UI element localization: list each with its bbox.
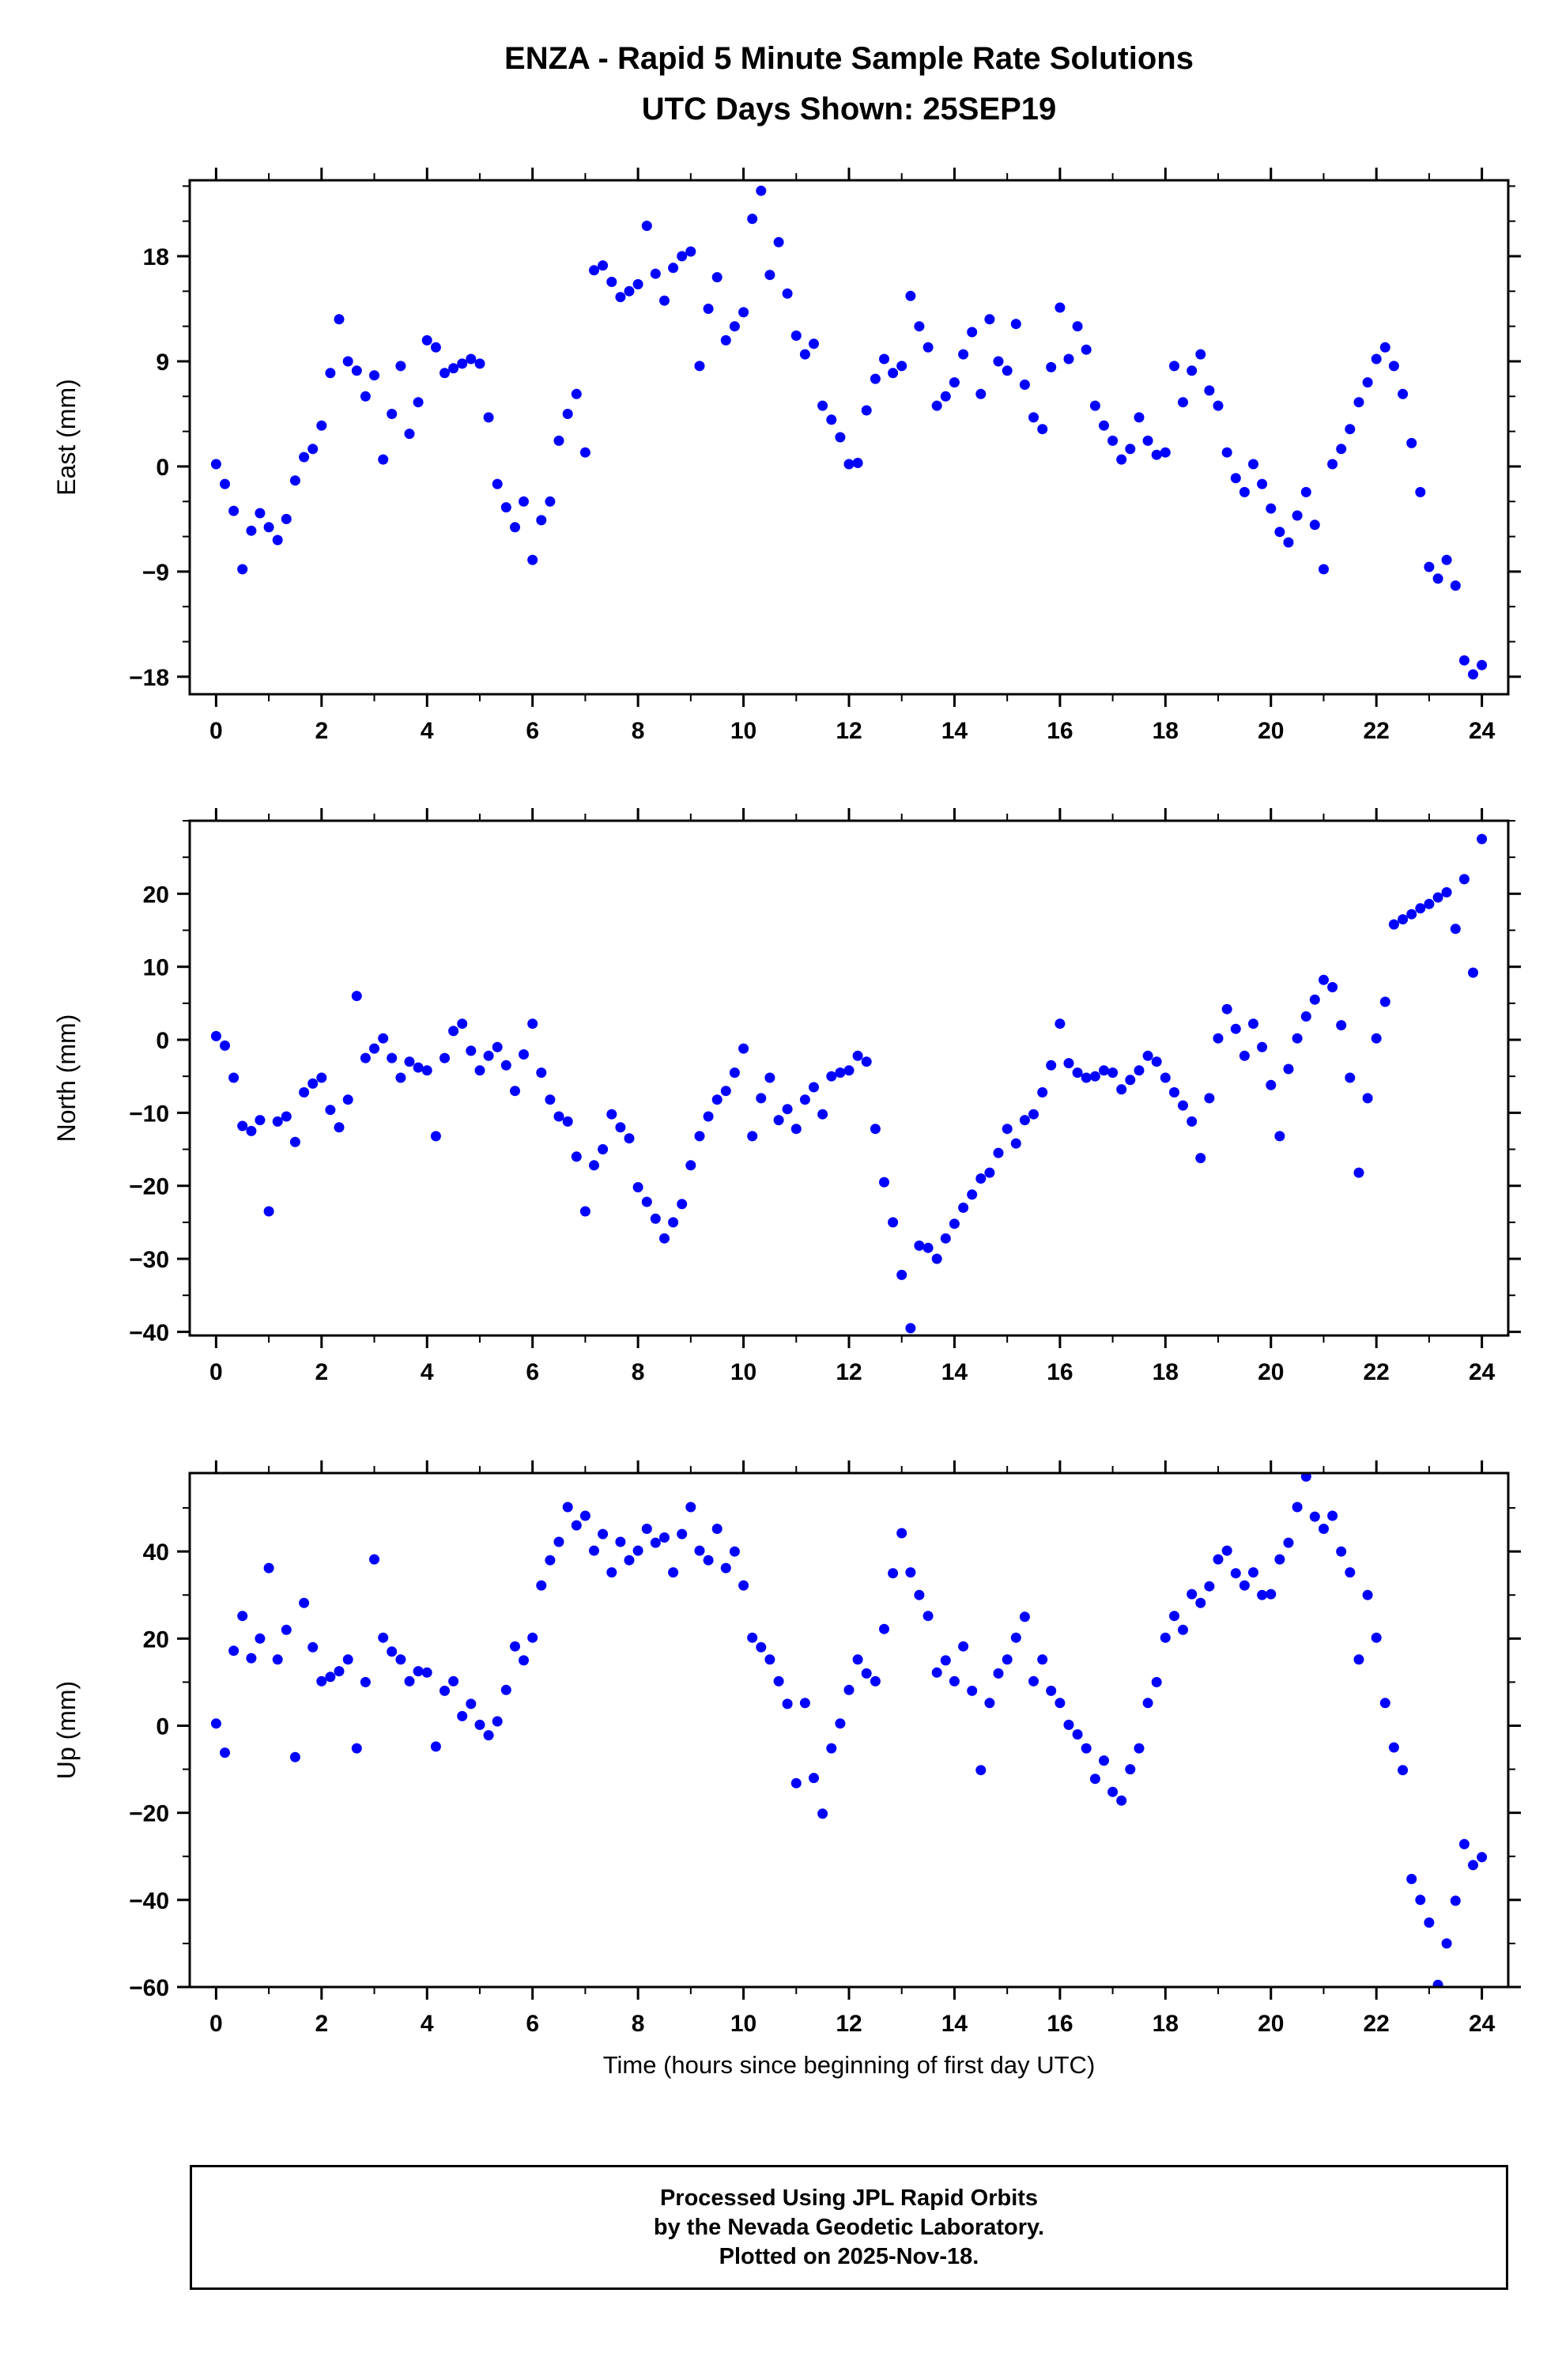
chart-subtitle: UTC Days Shown: 25SEP19 — [641, 92, 1057, 127]
x-tick-label: 16 — [1047, 2011, 1073, 2037]
y-tick-label: 20 — [143, 882, 169, 908]
x-tick-label: 10 — [730, 1359, 756, 1385]
north-plot: 0 2 4 6 8 10 12 14 16 18 20 22 24−40−30−20−1001020No… — [52, 808, 1521, 1385]
y-tick-label: 0 — [156, 455, 169, 481]
up-points — [210, 1473, 1488, 1987]
x-tick-label: 16 — [1047, 1359, 1073, 1385]
y-tick-label: −20 — [129, 1174, 169, 1200]
y-tick-label: 0 — [156, 1713, 169, 1740]
x-tick-label: 12 — [836, 1359, 862, 1385]
x-tick-label: 0 — [209, 2011, 223, 2037]
x-tick-label: 24 — [1469, 718, 1496, 744]
y-tick-label: −10 — [129, 1101, 169, 1127]
x-tick-label: 22 — [1364, 2011, 1390, 2037]
x-tick-label: 8 — [632, 1359, 645, 1385]
x-tick-label: 2 — [315, 2011, 328, 2037]
x-tick-label: 14 — [941, 2011, 968, 2037]
east-points — [210, 185, 1488, 680]
x-tick-label: 20 — [1258, 2011, 1284, 2037]
y-tick-label: −18 — [129, 665, 169, 691]
x-tick-label: 18 — [1153, 1359, 1179, 1385]
x-tick-label: 12 — [836, 2011, 862, 2037]
footer-line2: by the Nevada Geodetic Laboratory. — [653, 2214, 1045, 2240]
x-tick-label: 0 — [209, 718, 223, 744]
x-tick-label: 0 — [209, 1359, 223, 1385]
y-tick-label: 18 — [143, 244, 169, 270]
x-tick-label: 16 — [1047, 718, 1073, 744]
x-tick-label: 4 — [421, 1359, 434, 1385]
x-tick-label: 2 — [315, 1359, 328, 1385]
x-tick-label: 18 — [1153, 718, 1179, 744]
y-tick-label: −40 — [129, 1320, 169, 1346]
x-tick-label: 20 — [1258, 1359, 1284, 1385]
x-tick-label: 8 — [632, 2011, 645, 2037]
x-tick-label: 20 — [1258, 718, 1284, 744]
up-axis-label: Up (mm) — [52, 1681, 81, 1779]
x-tick-label: 6 — [526, 2011, 539, 2037]
x-tick-label: 10 — [730, 2011, 756, 2037]
x-tick-label: 8 — [632, 718, 645, 744]
y-tick-label: −60 — [129, 1975, 169, 2001]
x-tick-label: 4 — [421, 718, 434, 744]
x-tick-label: 12 — [836, 718, 862, 744]
y-tick-label: −30 — [129, 1247, 169, 1273]
x-tick-label: 10 — [730, 718, 756, 744]
x-tick-label: 24 — [1469, 2011, 1496, 2037]
y-tick-label: −20 — [129, 1801, 169, 1827]
x-tick-label: 4 — [421, 2011, 434, 2037]
x-tick-label: 6 — [526, 1359, 539, 1385]
x-tick-label: 14 — [941, 718, 968, 744]
chart-title: ENZA - Rapid 5 Minute Sample Rate Soluti… — [504, 41, 1194, 76]
y-tick-label: −40 — [129, 1888, 169, 1914]
north-points — [210, 833, 1488, 1334]
y-tick-label: 0 — [156, 1028, 169, 1054]
y-tick-label: −9 — [142, 560, 169, 586]
footer-line3: Plotted on 2025-Nov-18. — [719, 2243, 979, 2269]
x-tick-label: 6 — [526, 718, 539, 744]
x-tick-label: 22 — [1364, 718, 1390, 744]
y-tick-label: 9 — [156, 349, 169, 376]
x-tick-label: 14 — [941, 1359, 968, 1385]
x-tick-label: 22 — [1364, 1359, 1390, 1385]
x-tick-label: 24 — [1469, 1359, 1496, 1385]
y-tick-label: 10 — [143, 955, 169, 981]
east-axis-label: East (mm) — [52, 379, 81, 496]
north-axis-label: North (mm) — [52, 1014, 81, 1143]
x-tick-label: 18 — [1153, 2011, 1179, 2037]
y-tick-label: 40 — [143, 1539, 169, 1566]
footer-line1: Processed Using JPL Rapid Orbits — [659, 2185, 1039, 2211]
footer-box: Processed Using JPL Rapid Orbits by the … — [190, 2165, 1508, 2290]
x-axis-label: Time (hours since beginning of first day… — [602, 2051, 1096, 2079]
y-tick-label: 20 — [143, 1626, 169, 1653]
x-tick-label: 2 — [315, 718, 328, 744]
